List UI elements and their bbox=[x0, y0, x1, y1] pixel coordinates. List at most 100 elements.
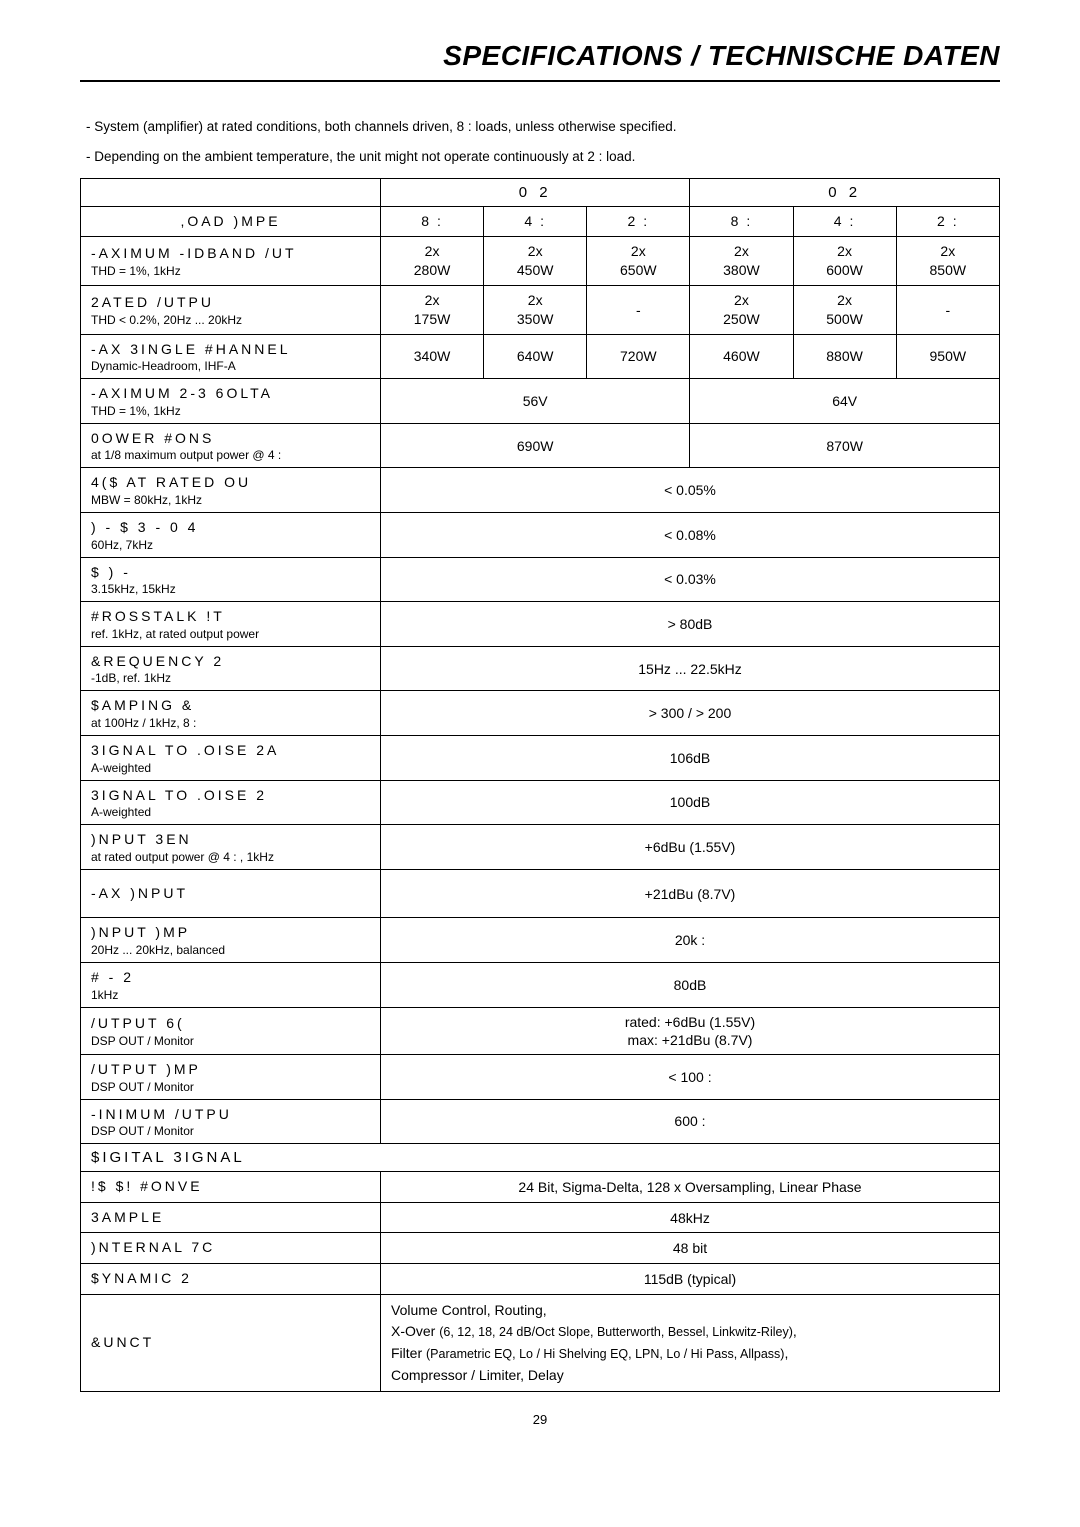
spec-row: # - 21kHz 80dB bbox=[81, 962, 1000, 1007]
param-sublabel: MBW = 80kHz, 1kHz bbox=[91, 493, 370, 507]
param-sublabel: A-weighted bbox=[91, 761, 370, 775]
value-cell: 2x650W bbox=[587, 237, 690, 286]
dsp-row: !$ $! #ONVE 24 Bit, Sigma-Delta, 128 x Ov… bbox=[81, 1172, 1000, 1203]
spec-row: /UTPUT )MPDSP OUT / Monitor< 100 : bbox=[81, 1054, 1000, 1099]
value-cell: 690W bbox=[381, 423, 690, 468]
value-cell: > 80dB bbox=[381, 602, 1000, 647]
dsp-row: 3AMPLE48kHz bbox=[81, 1202, 1000, 1233]
param-label: 0OWER #ONS bbox=[91, 429, 370, 449]
spec-row: 3IGNAL TO .OISE 2AA-weighted106dB bbox=[81, 736, 1000, 781]
note-line: - System (amplifier) at rated conditions… bbox=[80, 117, 1000, 137]
spec-row: -INIMUM /UTPUDSP OUT / Monitor600 : bbox=[81, 1099, 1000, 1144]
param-sublabel: 1kHz bbox=[91, 988, 370, 1002]
param-label: -AXIMUM -IDBAND /UT bbox=[91, 244, 370, 264]
param-label: 3IGNAL TO .OISE 2 bbox=[91, 786, 370, 806]
value-cell: 48 bit bbox=[381, 1233, 1000, 1264]
value-cell: > 300 / > 200 bbox=[381, 691, 1000, 736]
param-sublabel: 3.15kHz, 15kHz bbox=[91, 582, 370, 596]
param-label: # - 2 bbox=[91, 968, 370, 988]
model-header-row: 0 2 0 2 bbox=[81, 178, 1000, 206]
value-cell: 2x600W bbox=[793, 237, 896, 286]
spec-row: 2ATED /UTPUTHD < 0.2%, 20Hz ... 20kHz2x1… bbox=[81, 285, 1000, 334]
spec-row: -AXIMUM 2-3 6OLTATHD = 1%, 1kHz 56V64V bbox=[81, 379, 1000, 424]
value-cell: - bbox=[587, 285, 690, 334]
load-impedance-label: ,OAD )MPE bbox=[180, 213, 280, 229]
value-cell: 2x250W bbox=[690, 285, 793, 334]
spec-row: $ ) -3.15kHz, 15kHz< 0.03% bbox=[81, 557, 1000, 602]
param-sublabel: 60Hz, 7kHz bbox=[91, 538, 370, 552]
note-line: - Depending on the ambient temperature, … bbox=[80, 147, 1000, 167]
value-cell: < 0.08% bbox=[381, 513, 1000, 558]
value-cell: < 0.03% bbox=[381, 557, 1000, 602]
param-sublabel: -1dB, ref. 1kHz bbox=[91, 671, 370, 685]
spec-row: &REQUENCY 2-1dB, ref. 1kHz 15Hz ... 22.5k… bbox=[81, 646, 1000, 691]
value-cell: 15Hz ... 22.5kHz bbox=[381, 646, 1000, 691]
load-cell: 8 : bbox=[690, 206, 793, 237]
load-cell: 8 : bbox=[381, 206, 484, 237]
spec-row: )NPUT 3ENat rated output power @ 4 : , 1… bbox=[81, 825, 1000, 870]
value-cell: 640W bbox=[484, 334, 587, 379]
param-sublabel: THD < 0.2%, 20Hz ... 20kHz bbox=[91, 313, 370, 327]
param-sublabel: THD = 1%, 1kHz bbox=[91, 264, 370, 278]
param-label: /UTPUT 6( bbox=[91, 1014, 370, 1034]
param-label: $YNAMIC 2 bbox=[91, 1270, 192, 1286]
spec-row: 3IGNAL TO .OISE 2A-weighted100dB bbox=[81, 780, 1000, 825]
param-sublabel: 20Hz ... 20kHz, balanced bbox=[91, 943, 370, 957]
value-cell: 2x280W bbox=[381, 237, 484, 286]
functions-label: &UNCT bbox=[91, 1334, 154, 1350]
param-label: 3IGNAL TO .OISE 2A bbox=[91, 741, 370, 761]
value-cell: 2x350W bbox=[484, 285, 587, 334]
param-sublabel: Dynamic-Headroom, IHF-A bbox=[91, 359, 370, 373]
value-cell: - bbox=[896, 285, 999, 334]
param-label: &REQUENCY 2 bbox=[91, 652, 370, 672]
param-label: #ROSSTALK !T bbox=[91, 607, 370, 627]
load-cell: 4 : bbox=[793, 206, 896, 237]
functions-row: &UNCT Volume Control, Routing, X-Over (6… bbox=[81, 1294, 1000, 1392]
param-sublabel: ref. 1kHz, at rated output power bbox=[91, 627, 370, 641]
spec-row: -AXIMUM -IDBAND /UTTHD = 1%, 1kHz2x280W2… bbox=[81, 237, 1000, 286]
spec-row: /UTPUT 6(DSP OUT / Monitor rated: +6dBu (… bbox=[81, 1007, 1000, 1054]
value-cell: 56V bbox=[381, 379, 690, 424]
value-cell: rated: +6dBu (1.55V)max: +21dBu (8.7V) bbox=[381, 1007, 1000, 1054]
page-number: 29 bbox=[80, 1412, 1000, 1427]
value-cell: 2x850W bbox=[896, 237, 999, 286]
value-cell: 48kHz bbox=[381, 1202, 1000, 1233]
param-label: -AXIMUM 2-3 6OLTA bbox=[91, 384, 370, 404]
value-cell: < 100 : bbox=[381, 1054, 1000, 1099]
load-cell: 2 : bbox=[896, 206, 999, 237]
value-cell: 2x380W bbox=[690, 237, 793, 286]
value-cell: 880W bbox=[793, 334, 896, 379]
param-sublabel: at rated output power @ 4 : , 1kHz bbox=[91, 850, 370, 864]
notes-block: - System (amplifier) at rated conditions… bbox=[80, 117, 1000, 168]
param-sublabel: DSP OUT / Monitor bbox=[91, 1034, 370, 1048]
value-cell: 460W bbox=[690, 334, 793, 379]
param-label: !$ $! #ONVE bbox=[91, 1178, 203, 1194]
value-cell: +21dBu (8.7V) bbox=[381, 869, 1000, 918]
model-cell: 0 2 bbox=[690, 178, 1000, 206]
value-cell: 80dB bbox=[381, 962, 1000, 1007]
spec-row: -AX 3INGLE #HANNELDynamic-Headroom, IHF-… bbox=[81, 334, 1000, 379]
specs-table: 0 2 0 2 ,OAD )MPE 8 : 4 : 2 : 8 : 4 : 2 … bbox=[80, 178, 1000, 1393]
value-cell: 64V bbox=[690, 379, 1000, 424]
param-label: )NTERNAL 7C bbox=[91, 1239, 215, 1255]
spec-row: )NPUT )MP20Hz ... 20kHz, balanced 20k : bbox=[81, 918, 1000, 963]
value-cell: 100dB bbox=[381, 780, 1000, 825]
param-sublabel: DSP OUT / Monitor bbox=[91, 1124, 370, 1138]
param-sublabel: THD = 1%, 1kHz bbox=[91, 404, 370, 418]
param-label: ) - $ 3 - 0 4 bbox=[91, 518, 370, 538]
spec-row: 0OWER #ONSat 1/8 maximum output power @ … bbox=[81, 423, 1000, 468]
value-cell: 950W bbox=[896, 334, 999, 379]
value-cell: +6dBu (1.55V) bbox=[381, 825, 1000, 870]
value-cell: 2x450W bbox=[484, 237, 587, 286]
spec-row: 4($ AT RATED OUMBW = 80kHz, 1kHz< 0.05% bbox=[81, 468, 1000, 513]
value-cell: 870W bbox=[690, 423, 1000, 468]
load-cell: 4 : bbox=[484, 206, 587, 237]
load-row: ,OAD )MPE 8 : 4 : 2 : 8 : 4 : 2 : bbox=[81, 206, 1000, 237]
param-sublabel: at 1/8 maximum output power @ 4 : bbox=[91, 448, 370, 462]
value-cell: 115dB (typical) bbox=[381, 1263, 1000, 1294]
value-cell: 20k : bbox=[381, 918, 1000, 963]
param-label: )NPUT )MP bbox=[91, 923, 370, 943]
value-cell: 24 Bit, Sigma-Delta, 128 x Oversampling,… bbox=[381, 1172, 1000, 1203]
dsp-row: $YNAMIC 2 115dB (typical) bbox=[81, 1263, 1000, 1294]
param-label: $AMPING & bbox=[91, 696, 370, 716]
